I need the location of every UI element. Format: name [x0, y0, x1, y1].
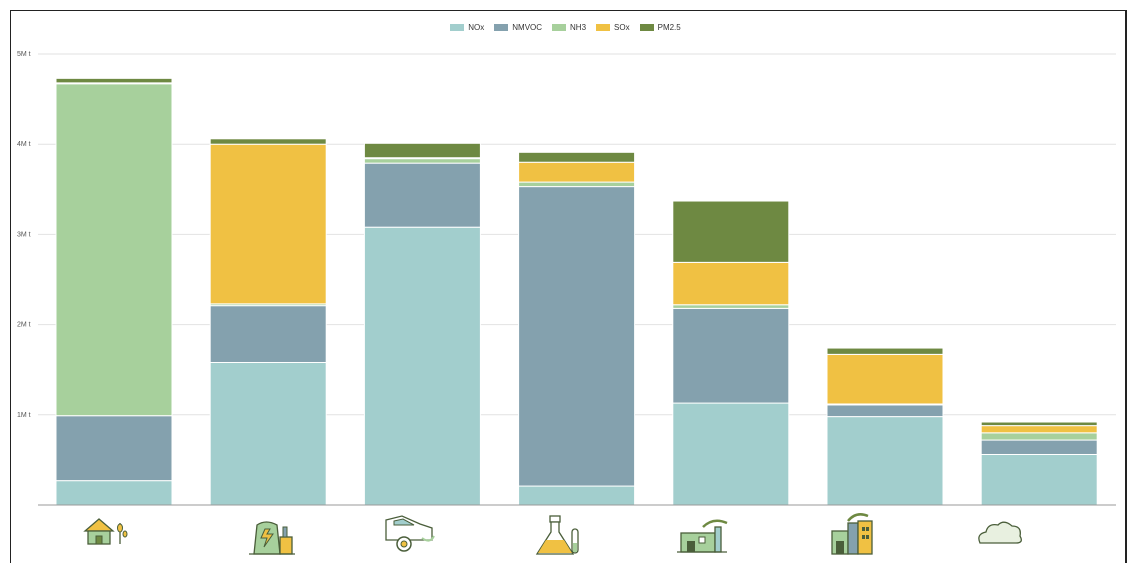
factory-icon — [677, 519, 728, 553]
bar-segment-7-nh3[interactable] — [980, 432, 1098, 441]
bar-segment-5-sox[interactable] — [672, 261, 790, 306]
y-tick-label-1: 1M t — [17, 412, 31, 419]
bar-segment-2-nmvoc[interactable] — [209, 305, 327, 363]
bar-segment-5-nh3[interactable] — [672, 304, 790, 309]
bar-segment-1-nh3[interactable] — [55, 83, 173, 417]
bar-segment-7-sox[interactable] — [980, 425, 1098, 434]
bar-segment-4-nh3[interactable] — [518, 181, 636, 188]
bar-segment-5-nox[interactable] — [672, 402, 790, 506]
y-tick-label-2: 2M t — [17, 322, 31, 329]
bar-segment-2-nox[interactable] — [209, 361, 327, 506]
legend-item-nmvoc[interactable]: NMVOC — [494, 23, 542, 32]
legend-swatch-nh3 — [552, 24, 567, 31]
bar-segment-1-nox[interactable] — [55, 480, 173, 506]
bar-segment-6-nox[interactable] — [826, 416, 944, 506]
legend-item-pm25[interactable]: PM2.5 — [639, 23, 681, 32]
bar-segment-1-nmvoc[interactable] — [55, 415, 173, 482]
bar-segment-1-pm25[interactable] — [55, 77, 173, 84]
legend-label-nox: NOx — [468, 23, 485, 32]
legend-swatch-nmvoc — [494, 24, 509, 31]
bar-segment-3-nh3[interactable] — [363, 158, 481, 164]
legend-label-sox: SOx — [614, 23, 630, 32]
bar-segment-3-nox[interactable] — [363, 226, 481, 506]
legend-label-nmvoc: NMVOC — [512, 23, 543, 32]
bar-segment-6-nmvoc[interactable] — [826, 404, 944, 418]
legend-item-sox[interactable]: SOx — [596, 23, 630, 32]
y-tick-label-5: 5M t — [17, 51, 31, 58]
flask-icon — [535, 515, 579, 555]
bar-segment-7-pm25[interactable] — [980, 421, 1098, 427]
bar-segment-6-sox[interactable] — [826, 353, 944, 405]
bar-segment-7-nmvoc[interactable] — [980, 439, 1098, 455]
bar-segment-4-nox[interactable] — [518, 485, 636, 506]
legend: NOx NMVOC NH3 SOx PM2.5 — [0, 23, 1131, 32]
legend-swatch-nox — [450, 24, 465, 31]
legend-label-nh3: NH3 — [570, 23, 587, 32]
bar-segment-5-pm25[interactable] — [672, 200, 790, 263]
bar-segment-3-pm25[interactable] — [363, 142, 481, 159]
car-icon — [385, 515, 435, 552]
cloud-icon — [978, 521, 1022, 544]
bar-segment-2-sox[interactable] — [209, 143, 327, 305]
farm-icon — [83, 518, 128, 545]
legend-item-nh3[interactable]: NH3 — [552, 23, 586, 32]
y-tick-label-4: 4M t — [17, 141, 31, 148]
industrial-building-icon — [831, 513, 873, 555]
bar-segment-2-pm25[interactable] — [209, 138, 327, 145]
bar-segment-3-nmvoc[interactable] — [363, 162, 481, 228]
legend-label-pm25: PM2.5 — [657, 23, 681, 32]
bar-segment-4-nmvoc[interactable] — [518, 186, 636, 487]
bar-segment-5-nmvoc[interactable] — [672, 307, 790, 404]
bar-segment-4-sox[interactable] — [518, 161, 636, 183]
legend-item-nox[interactable]: NOx — [450, 23, 484, 32]
bar-segment-6-pm25[interactable] — [826, 347, 944, 355]
legend-swatch-sox — [596, 24, 611, 31]
bar-segment-7-nox[interactable] — [980, 453, 1098, 506]
bar-segment-4-pm25[interactable] — [518, 151, 636, 163]
y-tick-label-3: 3M t — [17, 231, 31, 238]
legend-swatch-pm25 — [639, 24, 654, 31]
power-plant-icon — [249, 521, 295, 555]
